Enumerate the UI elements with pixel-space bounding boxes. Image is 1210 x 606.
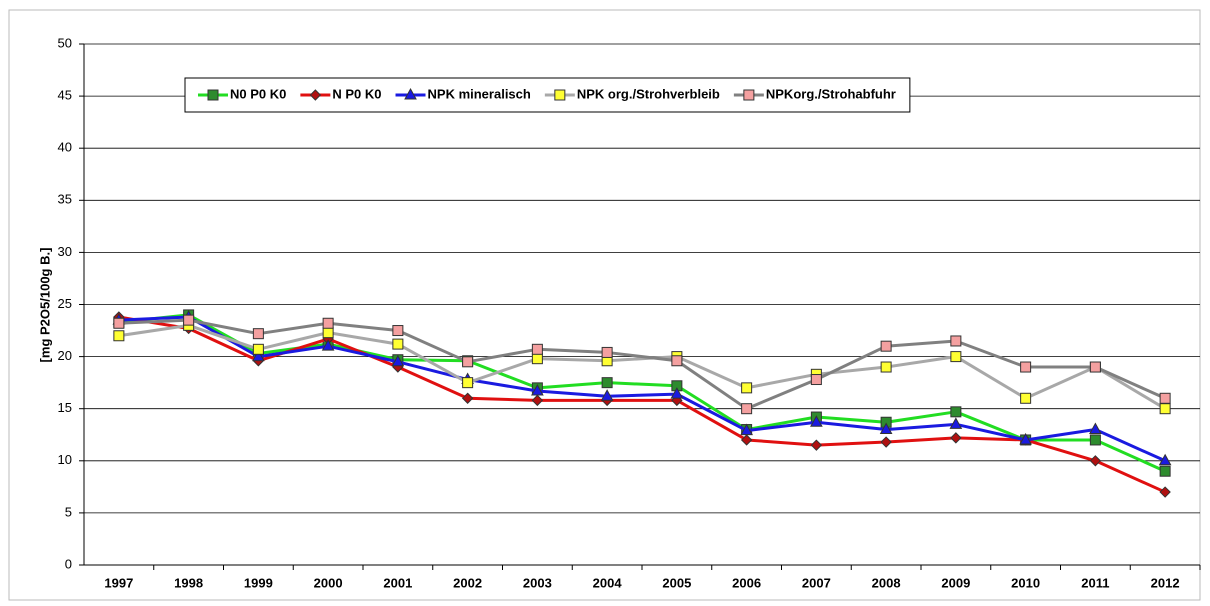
y-tick-label: 40 [58,140,72,155]
y-tick-label: 20 [58,348,72,363]
marker [322,317,334,329]
marker [880,340,892,352]
series-line [118,315,1166,463]
y-axis-label: [mg P2O5/100g B.] [37,248,52,363]
x-tick-label: 2007 [802,575,831,590]
x-tick-label: 2002 [453,575,482,590]
x-tick-label: 2001 [383,575,412,590]
marker [880,361,892,373]
marker [950,432,962,444]
legend-marker [404,87,417,100]
x-tick-label: 1999 [244,575,273,590]
x-tick-label: 2009 [941,575,970,590]
legend-label: N0 P0 K0 [230,86,286,101]
marker [1089,455,1102,467]
marker [1089,422,1102,435]
marker [322,327,334,339]
y-tick-label: 5 [65,504,72,519]
marker [1159,392,1171,404]
marker [601,346,613,358]
marker [950,335,962,347]
x-tick-label: 2004 [593,575,623,590]
marker [183,314,195,326]
legend-label: N P0 K0 [332,86,381,101]
y-tick-label: 45 [58,88,72,103]
marker [879,422,893,435]
x-tick-label: 2006 [732,575,761,590]
x-tick-label: 2003 [523,575,552,590]
marker [1159,486,1171,498]
x-tick-label: 2008 [872,575,901,590]
marker [1158,453,1172,466]
x-tick-label: 2005 [662,575,691,590]
marker [949,417,963,429]
marker [252,328,264,340]
y-tick-label: 50 [58,35,72,50]
marker [531,394,544,407]
legend-marker [207,89,219,101]
marker [1159,465,1171,477]
marker [740,423,753,436]
marker [462,377,474,389]
y-tick-label: 15 [58,400,72,415]
y-tick-label: 10 [58,452,72,467]
marker [601,377,613,389]
legend-marker [554,89,566,101]
series-line [118,318,1166,411]
marker [810,415,823,427]
marker [462,356,474,368]
y-tick-label: 0 [65,556,72,571]
marker [392,338,404,350]
marker [1089,434,1101,446]
legend-marker [743,89,755,101]
marker [810,439,823,451]
marker [1019,432,1032,445]
x-tick-label: 1997 [104,575,133,590]
marker [950,351,962,363]
y-tick-label: 35 [58,192,72,207]
marker [600,389,614,401]
y-tick-label: 30 [58,244,72,259]
x-tick-label: 2011 [1081,575,1109,590]
marker [461,392,474,404]
marker [810,374,822,386]
legend-label: NPK org./Strohverbleib [577,86,720,101]
marker [670,387,684,399]
x-tick-label: 2010 [1011,575,1040,590]
x-tick-label: 2000 [314,575,343,590]
legend-marker [309,89,322,101]
marker [950,406,962,418]
marker [741,382,753,394]
y-tick-label: 25 [58,296,72,311]
marker [671,355,683,367]
legend-label: NPKorg./Strohabfuhr [766,86,896,101]
marker [113,317,125,329]
series-line [118,323,1166,410]
marker [252,349,265,362]
legend: N0 P0 K0 N P0 K0 NPK mineralisch NPK org./S… [184,77,911,113]
marker [321,339,335,351]
marker [1159,403,1171,415]
marker [1089,361,1101,373]
x-tick-label: 2012 [1151,575,1180,590]
marker [880,436,892,448]
marker [113,330,125,342]
legend-label: NPK mineralisch [428,86,531,101]
marker [531,343,543,355]
marker [741,403,753,415]
marker [740,434,753,446]
series-line [118,315,1166,494]
marker [252,343,264,355]
series [113,314,1171,415]
x-tick-label: 1998 [174,575,203,590]
marker [1020,392,1032,404]
marker [392,325,404,337]
marker [531,383,544,396]
marker [391,354,405,367]
marker [531,353,543,365]
marker [1020,361,1032,373]
